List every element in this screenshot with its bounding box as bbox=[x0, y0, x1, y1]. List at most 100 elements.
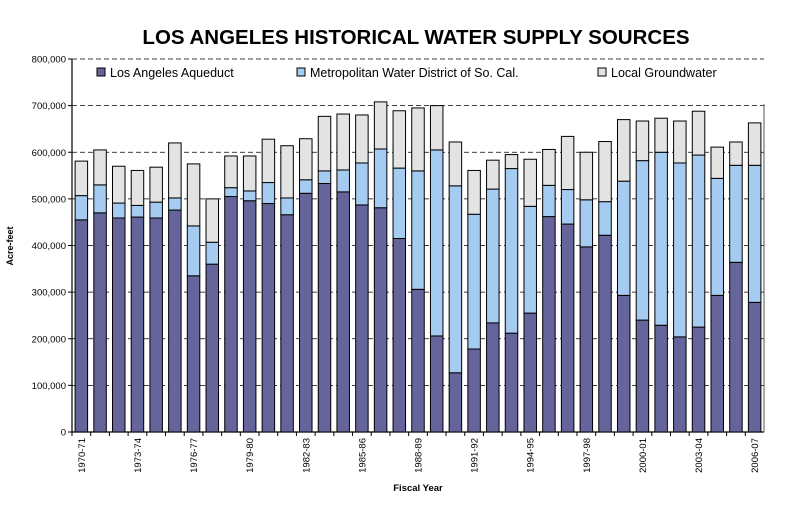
bar-segment-local-groundwater-1975-76 bbox=[168, 142, 182, 199]
bar-segment-metropolitan-water-district-of-so-cal--1998-99 bbox=[598, 201, 612, 236]
x-tick-label: 1988-89 bbox=[414, 438, 425, 473]
bar-segment-local-groundwater-2001-02 bbox=[654, 117, 668, 153]
x-tick-label: 2003-04 bbox=[694, 438, 705, 473]
bar-segment-local-groundwater-1971-72 bbox=[93, 149, 107, 186]
bar-segment-metropolitan-water-district-of-so-cal--1986-87 bbox=[373, 148, 388, 209]
bar-segment-local-groundwater-1974-75 bbox=[149, 166, 163, 203]
bar-segment-local-groundwater-1972-73 bbox=[112, 165, 126, 204]
bar-segment-los-angeles-aqueduct-1970-71 bbox=[74, 219, 89, 433]
y-tick-label: 800,000 bbox=[32, 55, 66, 66]
bar-segment-metropolitan-water-district-of-so-cal--1990-91 bbox=[448, 185, 463, 374]
bar-segment-los-angeles-aqueduct-1984-85 bbox=[336, 191, 350, 433]
bar-segment-metropolitan-water-district-of-so-cal--1996-97 bbox=[560, 189, 575, 225]
bar-segment-los-angeles-aqueduct-1991-92 bbox=[467, 348, 481, 433]
bar-segment-local-groundwater-1990-91 bbox=[448, 141, 463, 187]
bar-segment-local-groundwater-1984-85 bbox=[336, 113, 350, 171]
bar-segment-los-angeles-aqueduct-1976-77 bbox=[186, 275, 201, 433]
x-tick-label: 1994-95 bbox=[526, 438, 537, 473]
bar-segment-metropolitan-water-district-of-so-cal--1985-86 bbox=[355, 162, 369, 206]
x-tick-label: 1970-71 bbox=[77, 438, 88, 473]
bar-segment-metropolitan-water-district-of-so-cal--1997-98 bbox=[579, 199, 594, 248]
bar-segment-metropolitan-water-district-of-so-cal--1980-81 bbox=[261, 182, 276, 205]
bar-segment-metropolitan-water-district-of-so-cal--1981-82 bbox=[280, 197, 294, 216]
y-tick-label: 700,000 bbox=[32, 101, 66, 112]
bar-segment-metropolitan-water-district-of-so-cal--1991-92 bbox=[467, 213, 481, 350]
bar-segment-metropolitan-water-district-of-so-cal--1979-80 bbox=[242, 190, 257, 202]
bar-segment-local-groundwater-1991-92 bbox=[467, 169, 481, 215]
bar-segment-los-angeles-aqueduct-1973-74 bbox=[130, 216, 145, 433]
y-tick-label: 600,000 bbox=[32, 148, 66, 159]
bar-segment-los-angeles-aqueduct-1994-95 bbox=[523, 312, 537, 433]
bar-segment-metropolitan-water-district-of-so-cal--2001-02 bbox=[654, 151, 668, 326]
bar-segment-local-groundwater-1997-98 bbox=[579, 151, 594, 201]
bar-segment-local-groundwater-1992-93 bbox=[486, 159, 500, 190]
bar-segment-los-angeles-aqueduct-2002-03 bbox=[673, 336, 687, 433]
bar-segment-los-angeles-aqueduct-1974-75 bbox=[149, 217, 163, 433]
bar-segment-metropolitan-water-district-of-so-cal--1971-72 bbox=[93, 184, 107, 214]
x-tick-label: 1997-98 bbox=[582, 438, 593, 473]
bar-segment-local-groundwater-1999-00 bbox=[616, 119, 631, 182]
bar-segment-los-angeles-aqueduct-1977-78 bbox=[205, 263, 220, 433]
bar-segment-los-angeles-aqueduct-1985-86 bbox=[355, 204, 369, 433]
legend-swatch bbox=[597, 67, 607, 77]
bar-segment-los-angeles-aqueduct-1979-80 bbox=[242, 200, 257, 433]
y-tick-label: 300,000 bbox=[32, 288, 66, 299]
bar-segment-los-angeles-aqueduct-1996-97 bbox=[560, 223, 575, 433]
y-tick-label: 200,000 bbox=[32, 334, 66, 345]
bar-segment-los-angeles-aqueduct-1990-91 bbox=[448, 372, 463, 433]
x-tick-label: 1985-86 bbox=[357, 438, 368, 473]
legend: Los Angeles Aqueduct Metropolitan Water D… bbox=[96, 66, 717, 80]
bar-segment-los-angeles-aqueduct-1982-83 bbox=[299, 192, 313, 433]
bar-segment-los-angeles-aqueduct-1972-73 bbox=[112, 217, 126, 433]
y-tick-label: 500,000 bbox=[32, 194, 66, 205]
bar-segment-local-groundwater-1986-87 bbox=[373, 101, 388, 150]
bar-segment-local-groundwater-1981-82 bbox=[280, 145, 294, 199]
bar-segment-los-angeles-aqueduct-2000-01 bbox=[635, 319, 650, 433]
bar-segment-metropolitan-water-district-of-so-cal--1995-96 bbox=[542, 184, 556, 218]
bar-segment-los-angeles-aqueduct-1987-88 bbox=[392, 238, 407, 433]
bar-segment-metropolitan-water-district-of-so-cal--1974-75 bbox=[149, 201, 163, 219]
bar-segment-metropolitan-water-district-of-so-cal--1972-73 bbox=[112, 202, 126, 219]
bar-segment-los-angeles-aqueduct-1978-79 bbox=[224, 196, 238, 433]
bar-segment-metropolitan-water-district-of-so-cal--1988-89 bbox=[411, 170, 425, 290]
bar-segment-los-angeles-aqueduct-1986-87 bbox=[373, 207, 388, 433]
bar-segment-los-angeles-aqueduct-1980-81 bbox=[261, 203, 276, 433]
bar-segment-local-groundwater-1970-71 bbox=[74, 160, 89, 197]
bar-segment-los-angeles-aqueduct-2005-06 bbox=[729, 261, 743, 433]
x-axis-ticks: 1970-71 1973-74 1976-77 1979-80 1982-83 1985-… bbox=[71, 432, 761, 473]
bar-segment-metropolitan-water-district-of-so-cal--1976-77 bbox=[186, 225, 201, 277]
bar-segment-local-groundwater-2005-06 bbox=[729, 141, 743, 166]
bar-segment-los-angeles-aqueduct-2006-07 bbox=[747, 301, 762, 433]
x-tick-label: 2000-01 bbox=[638, 438, 649, 473]
bar-segment-los-angeles-aqueduct-1995-96 bbox=[542, 216, 556, 433]
bar-segment-los-angeles-aqueduct-2003-04 bbox=[691, 326, 706, 433]
bar-segment-los-angeles-aqueduct-1993-94 bbox=[504, 332, 519, 433]
bar-segment-metropolitan-water-district-of-so-cal--2004-05 bbox=[710, 177, 724, 296]
bar-segment-local-groundwater-1980-81 bbox=[261, 138, 276, 184]
y-tick-label: 400,000 bbox=[32, 241, 66, 252]
y-tick-label: 100,000 bbox=[32, 381, 66, 392]
bar-segment-metropolitan-water-district-of-so-cal--1983-84 bbox=[317, 170, 332, 184]
bar-segment-local-groundwater-2002-03 bbox=[673, 120, 687, 164]
legend-label: Los Angeles Aqueduct bbox=[110, 66, 234, 80]
x-tick-label: 2006-07 bbox=[750, 438, 761, 473]
bars bbox=[74, 101, 762, 433]
bar-segment-local-groundwater-1976-77 bbox=[186, 163, 201, 227]
bar-segment-los-angeles-aqueduct-2001-02 bbox=[654, 324, 668, 433]
bar-segment-local-groundwater-1978-79 bbox=[224, 155, 238, 189]
bar-segment-local-groundwater-2000-01 bbox=[635, 120, 650, 162]
bar-segment-los-angeles-aqueduct-1992-93 bbox=[486, 322, 500, 433]
legend-swatch bbox=[96, 67, 106, 77]
bar-segment-los-angeles-aqueduct-2004-05 bbox=[710, 294, 724, 433]
bar-segment-metropolitan-water-district-of-so-cal--1992-93 bbox=[486, 188, 500, 324]
x-axis-label: Fiscal Year bbox=[393, 483, 443, 494]
chart-title: LOS ANGELES HISTORICAL WATER SUPPLY SOUR… bbox=[142, 26, 689, 49]
bar-segment-los-angeles-aqueduct-1999-00 bbox=[616, 294, 631, 433]
bar-segment-local-groundwater-1988-89 bbox=[411, 107, 425, 172]
bar-segment-local-groundwater-2006-07 bbox=[747, 122, 762, 166]
bar-segment-los-angeles-aqueduct-1997-98 bbox=[579, 246, 594, 433]
bar-segment-local-groundwater-1973-74 bbox=[130, 169, 145, 206]
legend-swatch bbox=[296, 67, 306, 77]
bar-segment-local-groundwater-1994-95 bbox=[523, 158, 537, 207]
